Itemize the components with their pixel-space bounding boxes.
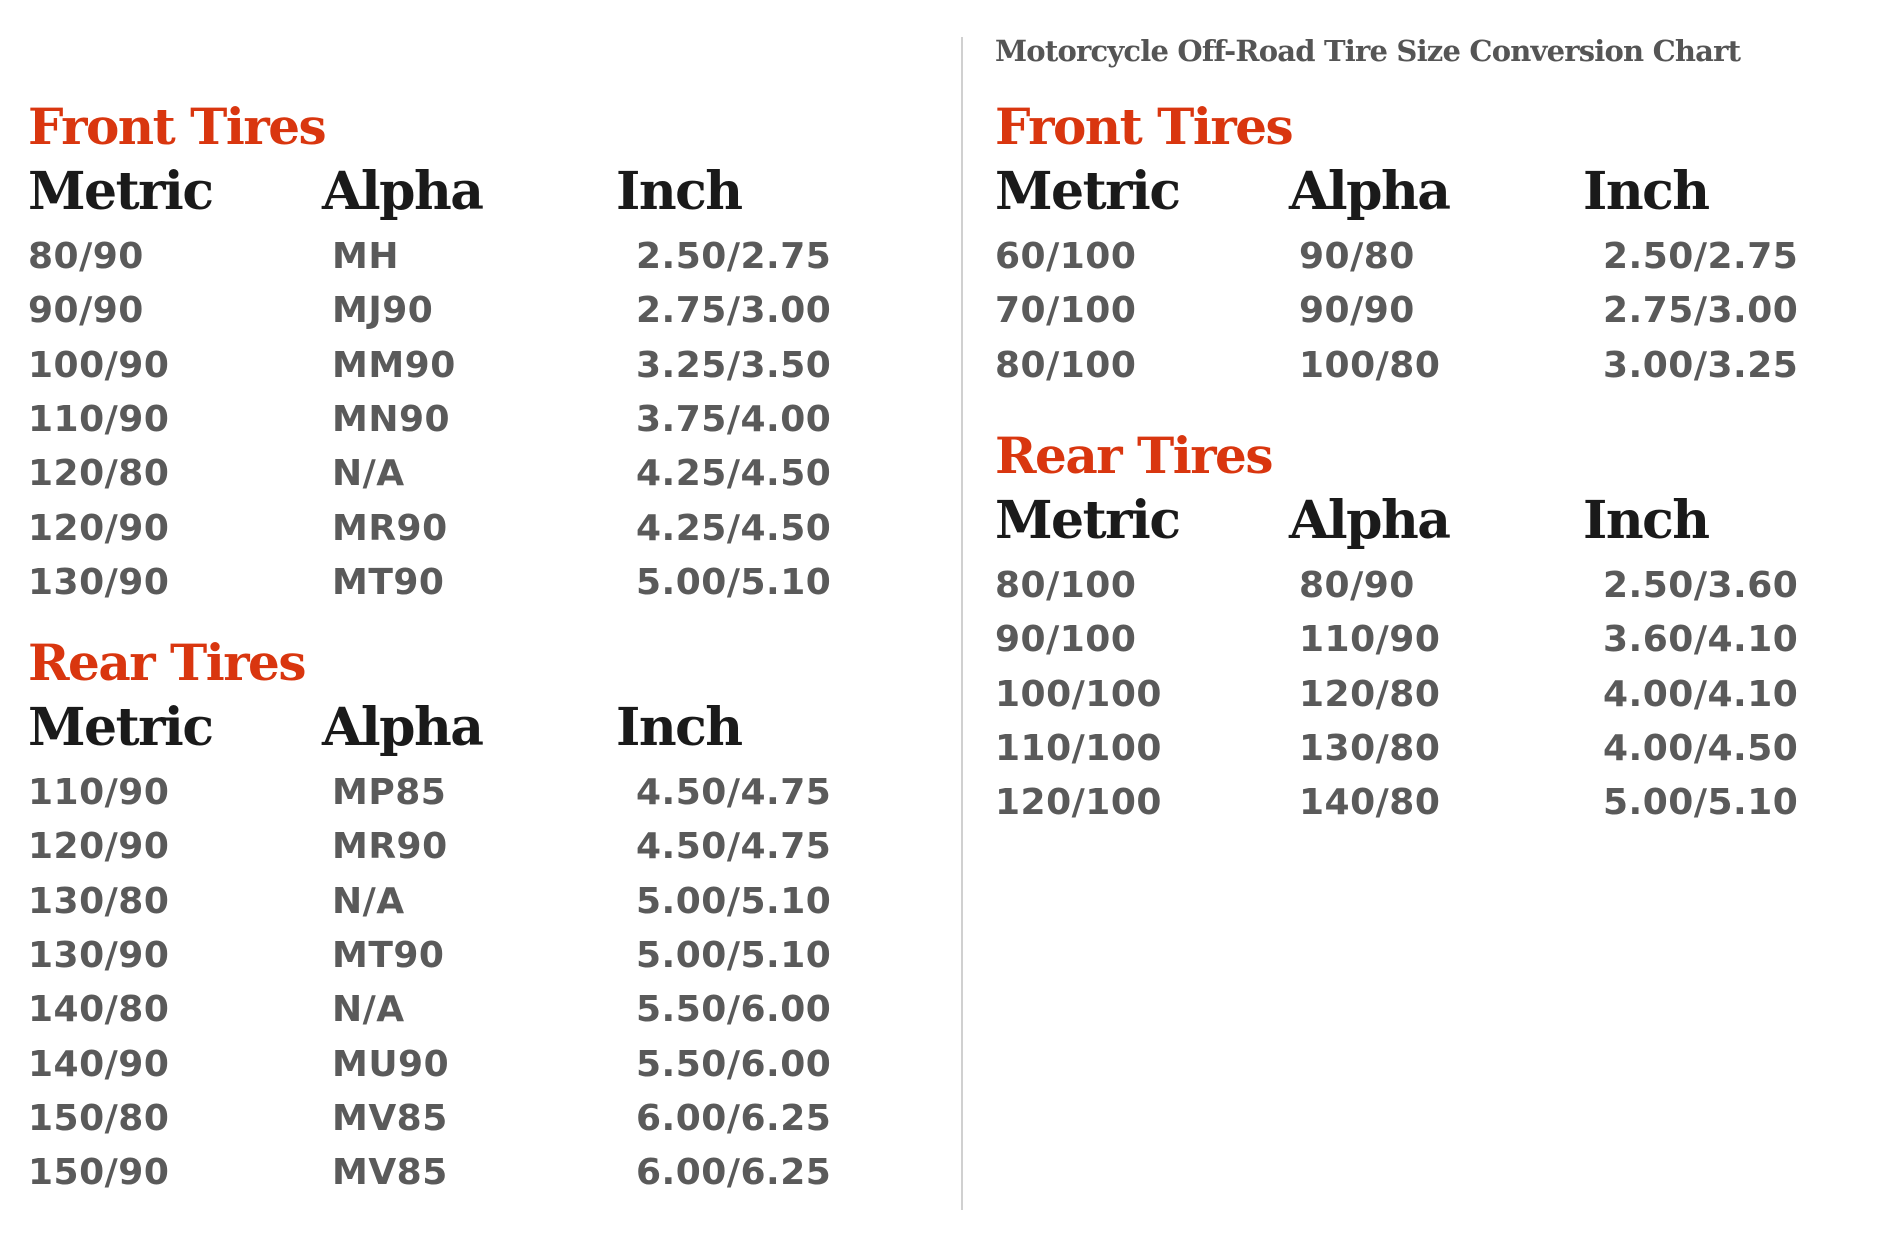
cell-metric: 100/90 bbox=[28, 344, 170, 386]
cell-alpha: 90/90 bbox=[1299, 290, 1415, 332]
cell-metric: 130/80 bbox=[28, 880, 170, 922]
cell-metric: 140/90 bbox=[28, 1043, 170, 1085]
cell-metric: 120/80 bbox=[28, 453, 170, 495]
cell-metric: 70/100 bbox=[995, 290, 1137, 332]
cell-metric: 100/100 bbox=[995, 673, 1162, 715]
cell-metric: 110/100 bbox=[995, 727, 1162, 769]
cell-inch: 6.00/6.25 bbox=[636, 1097, 832, 1139]
cell-metric: 130/90 bbox=[28, 934, 170, 976]
cell-alpha: MM90 bbox=[332, 344, 456, 386]
cell-metric: 80/90 bbox=[28, 236, 144, 277]
cell-inch: 4.00/4.50 bbox=[1603, 727, 1799, 769]
cell-alpha: 140/80 bbox=[1299, 782, 1441, 824]
cell-alpha: MT90 bbox=[332, 561, 445, 603]
cell-metric: 80/100 bbox=[995, 565, 1137, 606]
cell-metric: 130/90 bbox=[28, 561, 170, 603]
cell-alpha: MH bbox=[332, 236, 399, 277]
cell-metric: 60/100 bbox=[995, 236, 1137, 277]
column-header-inch: Inch bbox=[1583, 490, 1710, 551]
cell-inch: 6.00/6.25 bbox=[636, 1152, 832, 1194]
column-header-alpha: Alpha bbox=[322, 161, 484, 222]
cell-alpha: N/A bbox=[332, 453, 405, 495]
column-header-inch: Inch bbox=[616, 697, 743, 758]
cell-inch: 2.50/2.75 bbox=[636, 236, 832, 277]
cell-alpha: MV85 bbox=[332, 1152, 448, 1194]
column-header-metric: Metric bbox=[28, 161, 214, 222]
cell-inch: 2.75/3.00 bbox=[1603, 290, 1799, 332]
cell-alpha: 110/90 bbox=[1299, 619, 1441, 661]
cell-inch: 5.00/5.10 bbox=[636, 934, 832, 976]
cell-inch: 3.60/4.10 bbox=[1603, 619, 1799, 661]
cell-alpha: MN90 bbox=[332, 398, 451, 440]
section-title: Front Tires bbox=[995, 97, 1294, 156]
cell-metric: 120/90 bbox=[28, 826, 170, 868]
cell-inch: 4.25/4.50 bbox=[636, 453, 832, 495]
cell-metric: 140/80 bbox=[28, 989, 170, 1031]
cell-inch: 3.75/4.00 bbox=[636, 398, 832, 440]
cell-metric: 90/100 bbox=[995, 619, 1137, 661]
column-header-inch: Inch bbox=[1583, 161, 1710, 222]
column-header-inch: Inch bbox=[616, 161, 743, 222]
cell-inch: 4.50/4.75 bbox=[636, 772, 832, 813]
column-header-metric: Metric bbox=[995, 161, 1181, 222]
column-header-alpha: Alpha bbox=[1289, 490, 1451, 551]
column-header-metric: Metric bbox=[995, 490, 1181, 551]
cell-metric: 110/90 bbox=[28, 398, 170, 440]
cell-alpha: 100/80 bbox=[1299, 344, 1441, 386]
cell-inch: 5.50/6.00 bbox=[636, 1043, 832, 1085]
cell-inch: 4.25/4.50 bbox=[636, 507, 832, 549]
section-title: Rear Tires bbox=[28, 633, 307, 692]
cell-alpha: MR90 bbox=[332, 826, 448, 868]
column-divider bbox=[961, 37, 963, 1210]
cell-inch: 2.50/2.75 bbox=[1603, 236, 1799, 277]
section-title: Front Tires bbox=[28, 97, 327, 156]
cell-alpha: 80/90 bbox=[1299, 565, 1415, 606]
cell-metric: 120/100 bbox=[995, 782, 1162, 824]
cell-inch: 5.50/6.00 bbox=[636, 989, 832, 1031]
cell-alpha: MR90 bbox=[332, 507, 448, 549]
cell-metric: 90/90 bbox=[28, 290, 144, 332]
cell-inch: 4.50/4.75 bbox=[636, 826, 832, 868]
cell-alpha: 120/80 bbox=[1299, 673, 1441, 715]
cell-inch: 4.00/4.10 bbox=[1603, 673, 1799, 715]
cell-inch: 5.00/5.10 bbox=[636, 561, 832, 603]
cell-inch: 2.75/3.00 bbox=[636, 290, 832, 332]
cell-alpha: MJ90 bbox=[332, 290, 434, 332]
chart-title: Motorcycle Off-Road Tire Size Conversion… bbox=[995, 34, 1741, 68]
cell-inch: 2.50/3.60 bbox=[1603, 565, 1799, 606]
cell-alpha: 90/80 bbox=[1299, 236, 1415, 277]
cell-alpha: MU90 bbox=[332, 1043, 450, 1085]
cell-alpha: MT90 bbox=[332, 934, 445, 976]
cell-metric: 150/80 bbox=[28, 1097, 170, 1139]
column-header-metric: Metric bbox=[28, 697, 214, 758]
cell-alpha: MP85 bbox=[332, 772, 447, 813]
cell-alpha: MV85 bbox=[332, 1097, 448, 1139]
cell-alpha: N/A bbox=[332, 880, 405, 922]
cell-alpha: N/A bbox=[332, 989, 405, 1031]
column-header-alpha: Alpha bbox=[322, 697, 484, 758]
column-header-alpha: Alpha bbox=[1289, 161, 1451, 222]
cell-alpha: 130/80 bbox=[1299, 727, 1441, 769]
cell-metric: 120/90 bbox=[28, 507, 170, 549]
cell-inch: 5.00/5.10 bbox=[636, 880, 832, 922]
cell-inch: 3.25/3.50 bbox=[636, 344, 832, 386]
cell-inch: 5.00/5.10 bbox=[1603, 782, 1799, 824]
cell-inch: 3.00/3.25 bbox=[1603, 344, 1799, 386]
section-title: Rear Tires bbox=[995, 426, 1274, 485]
cell-metric: 110/90 bbox=[28, 772, 170, 813]
cell-metric: 80/100 bbox=[995, 344, 1137, 386]
cell-metric: 150/90 bbox=[28, 1152, 170, 1194]
